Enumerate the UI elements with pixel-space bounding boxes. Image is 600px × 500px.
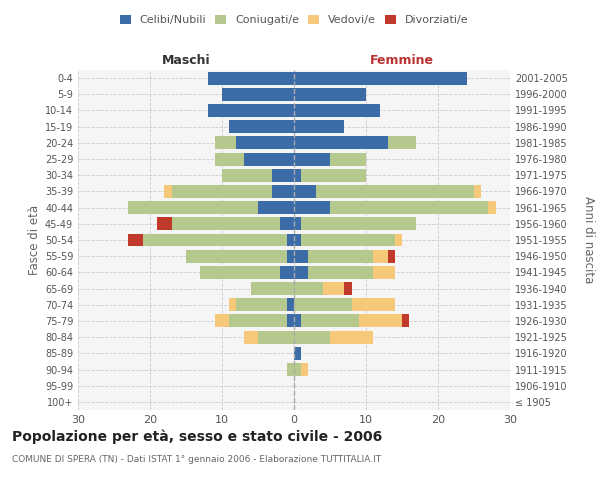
Bar [236,136,294,149]
Bar [172,218,280,230]
Bar [330,330,373,344]
Bar [308,266,373,279]
Bar [330,152,366,166]
Bar [344,282,352,295]
Bar [294,218,301,230]
Bar [236,298,287,311]
Bar [287,234,294,246]
Bar [222,88,294,101]
Bar [294,266,308,279]
Bar [258,330,294,344]
Bar [172,185,272,198]
Y-axis label: Fasce di età: Fasce di età [28,205,41,275]
Bar [301,363,308,376]
Bar [287,250,294,262]
Bar [229,120,294,133]
Bar [474,185,481,198]
Bar [352,298,395,311]
Bar [323,282,344,295]
Bar [402,314,409,328]
Bar [294,185,316,198]
Text: Popolazione per età, sesso e stato civile - 2006: Popolazione per età, sesso e stato civil… [12,430,382,444]
Bar [395,234,402,246]
Bar [157,218,172,230]
Bar [280,266,294,279]
Bar [488,201,496,214]
Bar [200,266,280,279]
Bar [229,314,287,328]
Bar [128,234,143,246]
Bar [301,218,416,230]
Bar [294,298,352,311]
Bar [215,314,229,328]
Bar [287,314,294,328]
Bar [229,298,236,311]
Bar [222,169,272,181]
Bar [208,104,294,117]
Bar [143,234,287,246]
Text: Maschi: Maschi [161,54,211,67]
Bar [294,314,301,328]
Bar [294,347,301,360]
Bar [272,169,294,181]
Bar [301,234,395,246]
Text: COMUNE DI SPERA (TN) - Dati ISTAT 1° gennaio 2006 - Elaborazione TUTTITALIA.IT: COMUNE DI SPERA (TN) - Dati ISTAT 1° gen… [12,455,381,464]
Bar [287,363,294,376]
Legend: Celibi/Nubili, Coniugati/e, Vedovi/e, Divorziati/e: Celibi/Nubili, Coniugati/e, Vedovi/e, Di… [115,10,473,30]
Bar [215,136,236,149]
Bar [294,234,301,246]
Bar [272,185,294,198]
Bar [388,250,395,262]
Bar [287,298,294,311]
Y-axis label: Anni di nascita: Anni di nascita [581,196,595,284]
Bar [330,201,488,214]
Bar [164,185,172,198]
Bar [301,169,366,181]
Bar [359,314,402,328]
Bar [294,152,330,166]
Bar [215,152,244,166]
Bar [244,330,258,344]
Bar [244,152,294,166]
Bar [294,201,330,214]
Bar [280,218,294,230]
Bar [308,250,373,262]
Text: Femmine: Femmine [370,54,434,67]
Bar [373,266,395,279]
Bar [388,136,416,149]
Bar [128,201,258,214]
Bar [316,185,474,198]
Bar [373,250,388,262]
Bar [294,88,366,101]
Bar [208,72,294,85]
Bar [186,250,287,262]
Bar [258,201,294,214]
Bar [294,136,388,149]
Bar [301,314,359,328]
Bar [294,169,301,181]
Bar [294,282,323,295]
Bar [294,104,380,117]
Bar [294,120,344,133]
Bar [294,363,301,376]
Bar [294,72,467,85]
Bar [294,250,308,262]
Bar [294,330,330,344]
Bar [251,282,294,295]
